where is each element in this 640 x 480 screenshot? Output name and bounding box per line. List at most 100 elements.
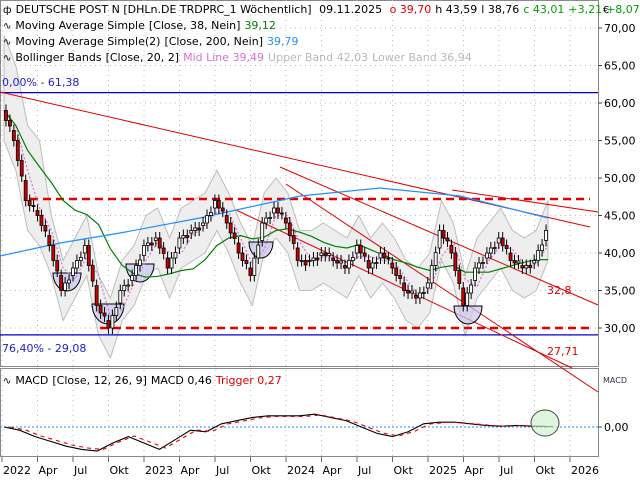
candle bbox=[161, 247, 166, 254]
candle bbox=[323, 252, 328, 256]
legend-ma200[interactable]: ∿ Moving Average Simple(2) [Close, 200, Ne… bbox=[3, 35, 303, 49]
legend-params: [Close, 20, 2] bbox=[105, 51, 180, 64]
candle bbox=[23, 180, 28, 201]
candle bbox=[35, 210, 40, 216]
candle bbox=[414, 295, 418, 299]
x-tick-label: Apr bbox=[39, 464, 59, 477]
candle bbox=[327, 253, 332, 256]
candle bbox=[15, 140, 20, 161]
candle bbox=[149, 242, 154, 246]
candle bbox=[291, 235, 296, 244]
candle bbox=[272, 207, 276, 214]
candle bbox=[492, 247, 497, 249]
open-value: o 39,70 bbox=[389, 3, 432, 16]
candle bbox=[449, 245, 454, 254]
legend-name: Moving Average Simple bbox=[15, 19, 145, 32]
candle bbox=[287, 222, 292, 236]
candle bbox=[433, 252, 438, 266]
y-tick-label: 30,00 bbox=[604, 322, 636, 335]
legend-name: Moving Average Simple(2) bbox=[15, 35, 161, 48]
legend-ma38[interactable]: ∿ Moving Average Simple [Close, 38, Nein] 3… bbox=[3, 19, 280, 33]
candle bbox=[11, 130, 16, 141]
trigger-value: Trigger 0,27 bbox=[215, 374, 282, 387]
candle bbox=[55, 260, 60, 272]
candle bbox=[295, 247, 300, 261]
candle bbox=[496, 237, 501, 244]
candle bbox=[508, 252, 513, 261]
candle bbox=[544, 230, 548, 241]
x-tick-label: Okt bbox=[394, 464, 414, 477]
candle bbox=[484, 252, 489, 259]
candle-icon: ф bbox=[3, 5, 12, 16]
candle bbox=[504, 245, 509, 249]
candle bbox=[197, 227, 202, 231]
legend-macd[interactable]: ∿ MACD [Close, 12, 26, 9] MACD 0,46 Trigger … bbox=[3, 374, 286, 388]
y-tick-label: 40,00 bbox=[604, 247, 636, 260]
legend-bollinger[interactable]: ∿ Bollinger Bands [Close, 20, 2] Mid Line 3… bbox=[3, 51, 476, 65]
candle bbox=[441, 230, 446, 239]
macd-params: [Close, 12, 26, 9] bbox=[52, 374, 147, 387]
x-tick-label: 2026 bbox=[571, 464, 599, 477]
candle bbox=[39, 215, 44, 226]
bb-upper-value: Upper Band 42,03 bbox=[268, 51, 369, 64]
candle bbox=[350, 257, 355, 261]
candle bbox=[331, 257, 336, 261]
macd-value: MACD 0,46 bbox=[150, 374, 212, 387]
candle bbox=[256, 244, 261, 259]
candle bbox=[236, 242, 241, 254]
x-tick-label: Okt bbox=[252, 464, 272, 477]
candle bbox=[461, 287, 466, 306]
candle bbox=[335, 260, 340, 264]
candle bbox=[94, 285, 99, 306]
candle bbox=[528, 265, 533, 268]
candle bbox=[145, 242, 150, 246]
candle bbox=[244, 260, 249, 264]
candle bbox=[169, 257, 174, 269]
macd-name: MACD bbox=[15, 374, 49, 387]
candle bbox=[406, 290, 410, 294]
trend-line bbox=[451, 189, 599, 213]
x-tick-label: 2024 bbox=[287, 464, 315, 477]
candle bbox=[339, 260, 343, 264]
y-tick-label: 70,00 bbox=[604, 22, 636, 35]
candle bbox=[90, 265, 95, 282]
legend-name: Bollinger Bands bbox=[15, 51, 102, 64]
indicator-wave-icon: ∿ bbox=[3, 53, 12, 64]
candle bbox=[67, 279, 71, 284]
candle bbox=[185, 235, 190, 238]
currency-label: € bbox=[603, 5, 610, 16]
candle bbox=[142, 245, 146, 256]
candle bbox=[240, 252, 245, 261]
candle bbox=[212, 200, 217, 209]
candle bbox=[19, 160, 24, 177]
legend-value: 39,12 bbox=[244, 19, 276, 32]
candle bbox=[110, 315, 115, 329]
candle bbox=[4, 110, 8, 121]
candle bbox=[347, 260, 351, 269]
candle bbox=[78, 257, 83, 261]
candle bbox=[425, 282, 430, 289]
candle bbox=[43, 225, 48, 232]
candle bbox=[138, 259, 142, 266]
candle bbox=[512, 260, 517, 264]
candle bbox=[315, 257, 320, 261]
candle bbox=[366, 260, 371, 269]
change-value: +3,21 bbox=[568, 3, 603, 16]
candle bbox=[248, 267, 253, 276]
x-tick-label: Jul bbox=[499, 464, 513, 477]
candle bbox=[437, 230, 442, 249]
macd-highlight-circle bbox=[530, 409, 560, 437]
candle bbox=[429, 265, 434, 284]
candle bbox=[524, 265, 529, 269]
candle bbox=[378, 252, 383, 259]
bb-mid-value: Mid Line 39,49 bbox=[183, 51, 265, 64]
candle bbox=[51, 245, 56, 261]
candle bbox=[75, 260, 79, 269]
ma38-line bbox=[3, 110, 549, 278]
instrument-title: DEUTSCHE POST N [DHLn.DE TRDPRC_1 Wöchen… bbox=[15, 3, 312, 16]
low-marker-circle bbox=[453, 305, 483, 325]
macd-zero-label: 0,00 bbox=[604, 421, 629, 434]
candle bbox=[540, 244, 544, 251]
fib-bottom-label: 76,40% - 29,08 bbox=[2, 342, 87, 355]
